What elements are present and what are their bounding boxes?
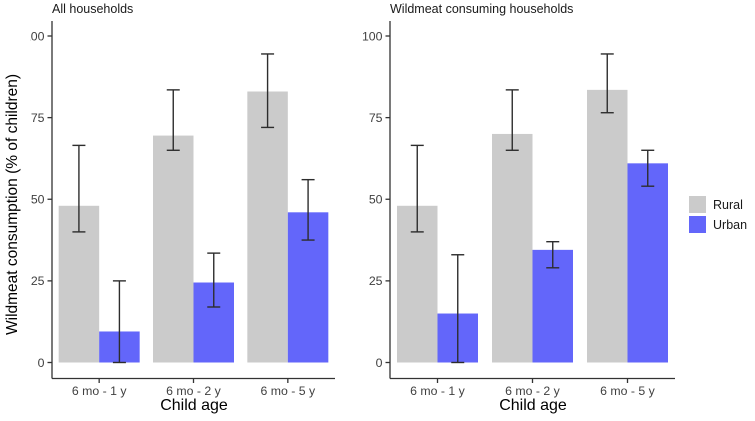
- y-tick-label: 50: [31, 193, 45, 207]
- y-tick-label: 0: [38, 356, 45, 370]
- bar-rural-1: [492, 133, 533, 363]
- legend-swatch-rural: [689, 196, 706, 213]
- y-tick-label: 50: [369, 193, 383, 207]
- y-axis-title: Wildmeat consumption (% of children): [4, 73, 21, 335]
- x-axis-title-right: Child age: [499, 397, 567, 414]
- bar-rural-1: [153, 135, 194, 363]
- x-tick-label: 6 mo - 2 y: [505, 384, 561, 398]
- x-axis-title-left: Child age: [160, 397, 228, 414]
- plot-panel-wildmeat-consuming-households: 0 25 50 75 100 6 mo - 1 y 6 mo - 2 y 6 mo - 5 y: [362, 21, 675, 398]
- plot-panel-all-households: 0 25 50 75 100 6 mo - 1 y 6 mo - 2 y 6 mo - 5 y: [30, 21, 335, 398]
- bar-rural-2: [247, 91, 288, 363]
- legend-item-urban: Urban: [689, 216, 747, 233]
- x-tick-label: 6 mo - 1 y: [410, 384, 466, 398]
- legend-item-rural: Rural: [689, 196, 747, 213]
- panel-title-wildmeat-consuming-households: Wildmeat consuming households: [390, 2, 574, 16]
- bar-rural-2: [587, 89, 628, 363]
- legend: Rural Urban: [689, 196, 747, 233]
- legend-label-rural: Rural: [713, 197, 743, 212]
- y-tick-label: 25: [31, 274, 45, 288]
- y-tick-label: 75: [31, 111, 45, 125]
- x-tick-label: 6 mo - 5 y: [600, 384, 656, 398]
- y-tick-label: 100: [362, 29, 383, 43]
- y-tick-label: 75: [369, 111, 383, 125]
- legend-swatch-urban: [689, 216, 706, 233]
- y-tick-label: 100: [30, 29, 45, 43]
- y-tick-label: 0: [376, 356, 383, 370]
- y-tick-label: 25: [369, 274, 383, 288]
- bar-urban-1: [532, 249, 573, 363]
- bar-urban-2: [627, 163, 668, 363]
- x-tick-label: 6 mo - 2 y: [166, 384, 222, 398]
- x-tick-label: 6 mo - 1 y: [72, 384, 128, 398]
- x-tick-label: 6 mo - 5 y: [260, 384, 316, 398]
- legend-label-urban: Urban: [713, 217, 748, 232]
- panel-title-all-households: All households: [52, 2, 134, 16]
